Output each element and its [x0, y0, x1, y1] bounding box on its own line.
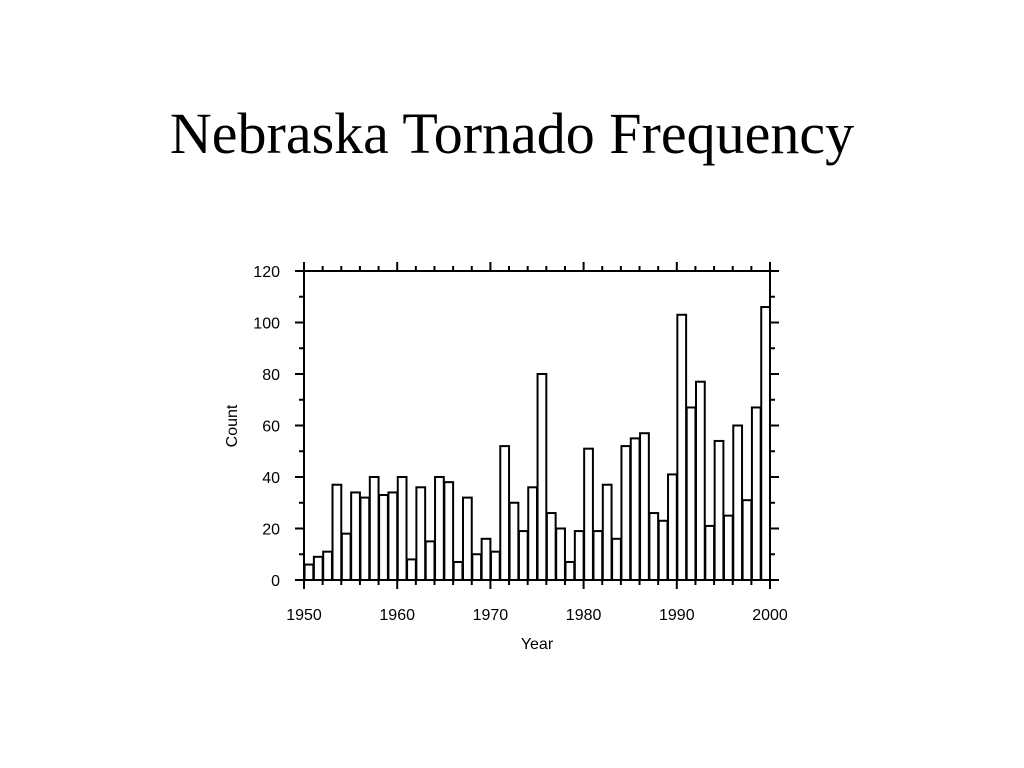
x-axis-label: Year: [521, 636, 554, 653]
bar-1962: [415, 486, 427, 581]
bar-1951: [312, 555, 324, 582]
bar-1959: [387, 491, 399, 582]
bar-1975: [536, 373, 548, 581]
bar-1960: [396, 476, 408, 581]
bar-1985: [629, 437, 641, 581]
bar-1979: [573, 530, 585, 582]
bar-1954: [340, 532, 352, 582]
bar-1997: [741, 499, 753, 581]
bar-1965: [443, 481, 455, 581]
bar-1966: [452, 560, 464, 581]
bar-1991: [685, 406, 697, 581]
bar-1989: [667, 473, 678, 581]
x-tick-label-2000: 2000: [752, 607, 788, 624]
bar-1993: [704, 524, 716, 581]
x-tick-label-1980: 1980: [566, 607, 602, 624]
bar-1963: [424, 540, 436, 581]
bar-1955: [350, 491, 361, 582]
y-axis-label: Count: [224, 404, 241, 447]
bar-1977: [555, 527, 566, 581]
bar-series: [303, 306, 771, 582]
bar-1999: [760, 306, 771, 581]
bar-1972: [508, 501, 520, 581]
bar-1957: [368, 476, 380, 581]
bar-1970: [489, 550, 501, 581]
x-tick-label-1950: 1950: [286, 607, 322, 624]
y-tick-label-0: 0: [271, 573, 280, 590]
bar-1952: [322, 550, 333, 581]
bar-1953: [331, 483, 343, 582]
bar-1950: [303, 563, 315, 581]
bar-1969: [480, 537, 492, 581]
y-tick-label-120: 120: [253, 264, 280, 281]
bar-1964: [434, 476, 445, 581]
y-tick-label-20: 20: [262, 522, 280, 539]
bar-1986: [639, 432, 650, 581]
y-tick-label-100: 100: [253, 316, 280, 333]
bar-1976: [545, 512, 557, 581]
bar-1984: [620, 445, 632, 581]
bar-1958: [378, 494, 389, 581]
bar-1987: [648, 512, 660, 581]
x-tick-label-1960: 1960: [379, 607, 415, 624]
bar-1980: [583, 447, 594, 581]
bar-1988: [657, 519, 669, 582]
bar-1974: [527, 486, 538, 581]
bar-1956: [359, 496, 371, 582]
plot-frame: [303, 270, 771, 581]
bar-1995: [722, 514, 734, 581]
bar-1961: [406, 558, 417, 582]
bar-1978: [564, 560, 576, 581]
tick-labels: 1950 1960 1970 1980 1990 2000 0 20 40 60 80 100 120: [253, 264, 788, 624]
x-tick-label-1990: 1990: [659, 607, 695, 624]
slide-title: Nebraska Tornado Frequency: [169, 101, 855, 166]
y-tick-label-40: 40: [262, 470, 280, 487]
y-tick-label-80: 80: [262, 367, 280, 384]
bar-1968: [471, 553, 483, 581]
bar-1981: [592, 530, 604, 582]
bar-1971: [499, 445, 511, 581]
bar-1996: [732, 424, 744, 581]
bar-1982: [601, 483, 613, 582]
bar-1967: [461, 496, 473, 582]
bar-1994: [713, 439, 725, 582]
bar-1992: [694, 380, 706, 581]
bar-1973: [517, 530, 529, 582]
bar-1998: [750, 406, 762, 581]
bar-1990: [676, 313, 688, 581]
y-tick-label-60: 60: [262, 419, 280, 436]
x-tick-label-1970: 1970: [473, 607, 509, 624]
bar-1983: [611, 537, 622, 581]
